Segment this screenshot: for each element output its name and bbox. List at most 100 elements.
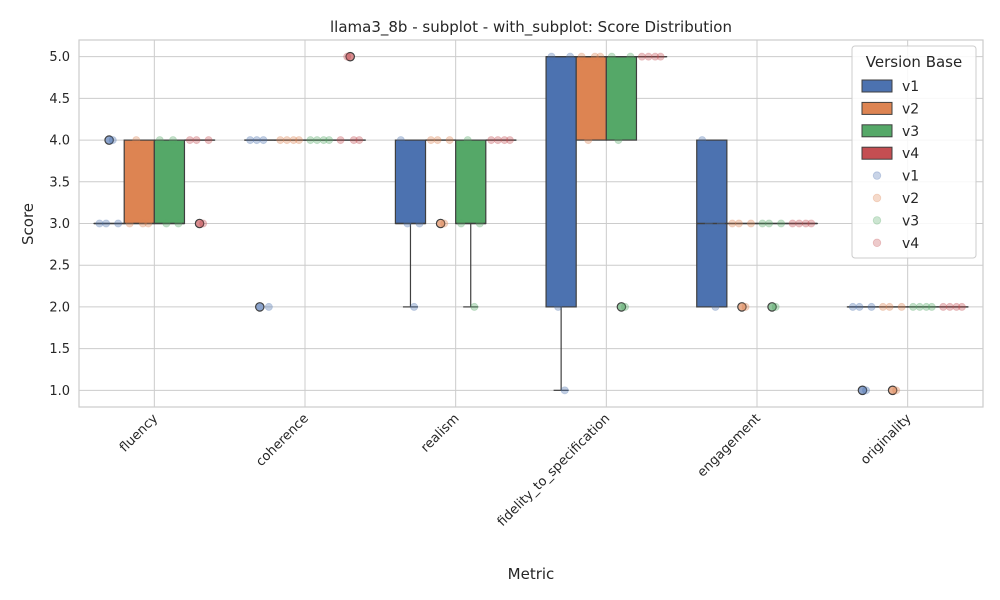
strip-point [577, 52, 586, 61]
box-v1-realism [394, 139, 427, 308]
x-tick-label: fidelity_to_specification [495, 411, 613, 529]
y-gridlines [79, 56, 983, 391]
strip-point [939, 302, 948, 311]
x-axis-label: Metric [508, 565, 555, 583]
box-body [153, 139, 186, 225]
legend-box-label-v4: v4 [902, 146, 919, 162]
strip-point [788, 219, 797, 228]
strip-point [621, 302, 630, 311]
strip-point [716, 219, 725, 228]
strip-point [306, 136, 315, 145]
box-v3-fluency [153, 139, 186, 225]
strip-point [325, 136, 334, 145]
strip-point [319, 136, 328, 145]
legend-point-swatch-v3 [872, 216, 882, 225]
legend-frame [851, 45, 977, 259]
flier-point [345, 51, 355, 62]
strip-point [862, 386, 871, 395]
strip-point [795, 219, 804, 228]
strip-point [415, 219, 424, 228]
y-tick-label: 1.0 [49, 384, 70, 399]
y-axis-label: Score [19, 203, 37, 245]
legend-point-label-v3: v3 [902, 213, 919, 229]
strip-point [848, 302, 857, 311]
strip-point [554, 302, 563, 311]
flier-point [616, 302, 627, 312]
strip-point [741, 302, 750, 311]
strip-point [114, 219, 123, 228]
strip-point [102, 219, 111, 228]
flier-point [737, 302, 747, 312]
strip-point [343, 52, 352, 61]
box-body [575, 56, 607, 141]
strip-point [698, 136, 707, 145]
strip-point [252, 136, 261, 145]
strip-point [915, 302, 924, 311]
box-body [545, 56, 577, 308]
box-v1-fidelity_to_specification [545, 55, 577, 391]
strip-point [125, 219, 134, 228]
strip-point [289, 136, 298, 145]
strip-point [957, 302, 966, 311]
strip-point [204, 136, 213, 145]
flier-point [767, 302, 777, 312]
strip-point [396, 136, 405, 145]
strip-point [584, 136, 593, 145]
strip-point [355, 136, 364, 145]
y-tick-label: 2.0 [49, 300, 70, 315]
strip-point [922, 302, 931, 311]
strip-point [433, 136, 442, 145]
box-v4-coherence [334, 51, 366, 141]
strip-point [945, 302, 954, 311]
strip-point [596, 52, 605, 61]
strip-point [855, 302, 864, 311]
box-v4-fluency [183, 139, 216, 229]
legend-box-label-v2: v2 [902, 101, 919, 117]
legend-point-label-v2: v2 [902, 191, 919, 207]
y-tick-label: 5.0 [49, 50, 70, 65]
strip-point [878, 302, 887, 311]
plot-frame [78, 39, 984, 408]
box-v2-fidelity_to_specification [575, 55, 607, 141]
x-tick-label: coherence [253, 411, 312, 470]
box-v2-originality [876, 306, 909, 396]
strip-point [440, 219, 449, 228]
legend: Version Base v1 v2 v3 v4 v1 v2 v3 v4 [851, 45, 977, 259]
legend-box-swatch-v2 [861, 101, 893, 115]
strip-point [403, 219, 412, 228]
strip-point [138, 219, 147, 228]
box-v3-fidelity_to_specification [605, 55, 638, 312]
strip-point [155, 136, 164, 145]
legend-box-swatch-v3 [861, 124, 893, 138]
y-tick-label: 3.5 [49, 175, 70, 190]
strip-point [470, 302, 479, 311]
strip-point [282, 136, 291, 145]
strip-point [867, 302, 876, 311]
strip-point [644, 52, 653, 61]
strip-point [637, 52, 646, 61]
strip-point [566, 52, 575, 61]
strip-point [801, 219, 810, 228]
strip-point [590, 52, 599, 61]
strip-point [410, 302, 419, 311]
strip-point [656, 52, 665, 61]
legend-point-swatch-v2 [872, 193, 882, 203]
strip-point [294, 136, 303, 145]
box-body [455, 139, 487, 225]
flier-point [104, 135, 114, 145]
strip-point [927, 302, 936, 311]
x-tick-label: realism [418, 411, 462, 455]
y-tick-labels: 1.0 1.5 2.0 2.5 3.0 3.5 4.0 4.5 5.0 [49, 50, 70, 399]
strip-point [426, 136, 435, 145]
strip-point [169, 136, 178, 145]
strip-point [704, 219, 713, 228]
flier-point [194, 218, 205, 229]
strip-point [758, 219, 767, 228]
strip-point [560, 386, 569, 395]
strip-point [952, 302, 961, 311]
strip-point [144, 219, 153, 228]
chart-title: llama3_8b - subplot - with_subplot: Scor… [330, 18, 732, 37]
strip-point [505, 136, 514, 145]
strip-point [349, 136, 358, 145]
